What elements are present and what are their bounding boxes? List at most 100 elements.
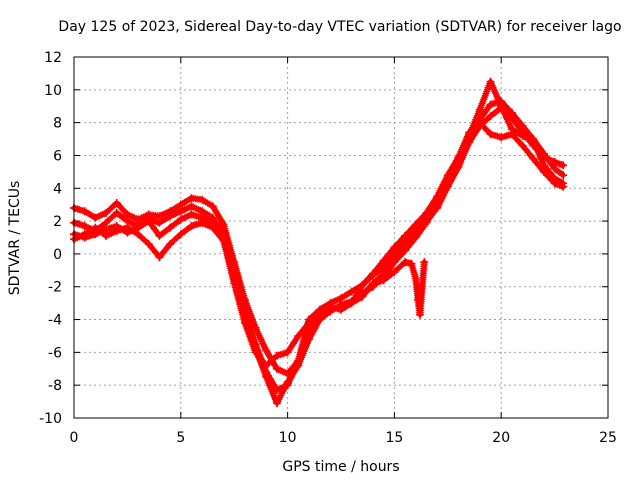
- data-point: [401, 258, 410, 267]
- plus-markers: [70, 97, 567, 394]
- data-point: [379, 276, 388, 285]
- data-point: [155, 231, 164, 240]
- data-point: [420, 258, 429, 267]
- data-point: [80, 222, 89, 231]
- series-trace-4: [70, 118, 568, 370]
- data-point: [369, 279, 378, 288]
- data-point: [559, 161, 568, 170]
- data-point: [198, 195, 207, 204]
- data-point: [112, 208, 121, 217]
- data-point: [304, 318, 313, 327]
- data-point: [539, 167, 548, 176]
- data-point: [507, 130, 516, 139]
- data-point: [347, 299, 356, 308]
- data-point: [454, 153, 463, 162]
- data-point: [411, 220, 420, 229]
- data-point: [230, 279, 239, 288]
- data-point: [422, 208, 431, 217]
- data-point: [358, 281, 367, 290]
- data-point: [529, 136, 538, 145]
- data-point: [304, 335, 313, 344]
- data-point: [358, 290, 367, 299]
- data-point: [411, 274, 420, 283]
- data-point: [272, 351, 281, 360]
- data-point: [518, 141, 527, 150]
- data-point: [407, 259, 416, 268]
- y-tick-label: -8: [48, 378, 62, 394]
- data-point: [518, 121, 527, 130]
- data-point: [294, 361, 303, 370]
- data-point: [413, 295, 422, 304]
- x-tick-label: 15: [385, 430, 403, 446]
- y-tick-label: 2: [53, 214, 62, 230]
- y-tick-label: 8: [53, 116, 62, 132]
- y-tick-label: 6: [53, 148, 62, 164]
- data-point: [112, 226, 121, 235]
- data-point: [155, 218, 164, 227]
- data-point: [262, 372, 271, 381]
- data-point: [433, 202, 442, 211]
- y-tick-label: 12: [44, 50, 62, 66]
- data-point: [486, 77, 495, 86]
- data-point: [497, 102, 506, 111]
- series-trace-5: [358, 258, 429, 319]
- data-point: [401, 231, 410, 240]
- data-point: [166, 240, 175, 249]
- data-point: [219, 236, 228, 245]
- data-point: [187, 222, 196, 231]
- data-point: [134, 230, 143, 239]
- data-point: [112, 199, 121, 208]
- data-point: [198, 218, 207, 227]
- x-tick-label: 5: [176, 430, 185, 446]
- y-tick-label: -4: [48, 313, 62, 329]
- data-point: [401, 246, 410, 255]
- data-point: [294, 331, 303, 340]
- grid-layer: [73, 56, 609, 419]
- data-point: [187, 202, 196, 211]
- series-trace-2: [70, 97, 568, 395]
- data-point: [102, 208, 111, 217]
- data-point: [486, 100, 495, 109]
- data-point: [379, 256, 388, 265]
- data-point: [422, 218, 431, 227]
- data-point: [507, 108, 516, 117]
- data-point: [272, 364, 281, 373]
- data-point: [369, 269, 378, 278]
- plot-frame: [73, 56, 609, 419]
- data-point: [123, 223, 132, 232]
- data-point: [208, 223, 217, 232]
- x-tick-label: 0: [70, 430, 79, 446]
- x-tick-label: 10: [279, 430, 297, 446]
- x-tick-label: 20: [492, 430, 510, 446]
- y-tick-label: -2: [48, 280, 62, 296]
- data-point: [272, 399, 281, 408]
- x-axis-label: GPS time / hours: [282, 459, 399, 475]
- data-point: [176, 215, 185, 224]
- data-point: [219, 220, 228, 229]
- data-point: [102, 231, 111, 240]
- data-point: [80, 207, 89, 216]
- data-point: [272, 386, 281, 395]
- data-point: [208, 202, 217, 211]
- y-tick-labels: -10 -8 -6 -4 -2 0 2 4 6 8 10 12: [39, 50, 62, 427]
- data-point: [486, 130, 495, 139]
- data-point: [475, 118, 484, 127]
- data-point: [411, 233, 420, 242]
- y-tick-label: 0: [53, 247, 62, 263]
- data-point: [390, 243, 399, 252]
- data-point: [262, 361, 271, 370]
- y-tick-label: 10: [44, 83, 62, 99]
- data-point: [283, 377, 292, 386]
- data-point: [390, 258, 399, 267]
- data-point: [550, 164, 559, 173]
- data-point: [176, 207, 185, 216]
- data-point: [315, 308, 324, 317]
- data-point: [550, 179, 559, 188]
- y-tick-label: -10: [39, 411, 62, 427]
- data-point: [144, 240, 153, 249]
- data-point: [187, 210, 196, 219]
- data-point: [337, 305, 345, 314]
- data-point: [80, 230, 89, 239]
- data-point: [486, 112, 495, 121]
- data-point: [166, 212, 175, 221]
